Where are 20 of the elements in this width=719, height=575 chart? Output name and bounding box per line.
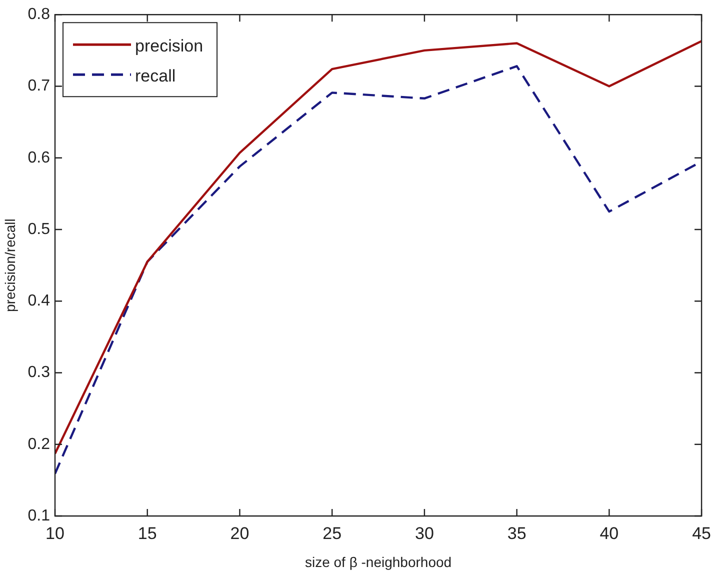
y-tick-label: 0.5 [28, 220, 50, 238]
x-tick-label: 25 [322, 524, 342, 543]
y-tick-label: 0.6 [28, 149, 50, 166]
y-axis-title: precision/recall [2, 218, 18, 312]
y-tick-label: 0.2 [28, 436, 50, 453]
x-tick-label: 35 [507, 524, 526, 543]
legend-label: recall [135, 66, 176, 86]
legend-label: precision [135, 36, 204, 56]
x-tick-label: 40 [600, 524, 619, 543]
y-tick-label: 0.1 [28, 507, 50, 524]
y-tick-label: 0.8 [28, 6, 50, 24]
x-tick-label: 30 [414, 524, 434, 543]
y-tick-label: 0.7 [28, 78, 50, 95]
x-tick-label: 10 [46, 524, 64, 543]
y-tick-label: 0.3 [28, 364, 50, 382]
x-tick-label: 15 [138, 524, 157, 543]
x-axis-title: size of β -neighborhood [304, 554, 452, 570]
x-tick-label: 45 [692, 524, 712, 543]
x-tick-label: 20 [230, 524, 250, 543]
y-tick-label: 0.4 [28, 292, 50, 310]
